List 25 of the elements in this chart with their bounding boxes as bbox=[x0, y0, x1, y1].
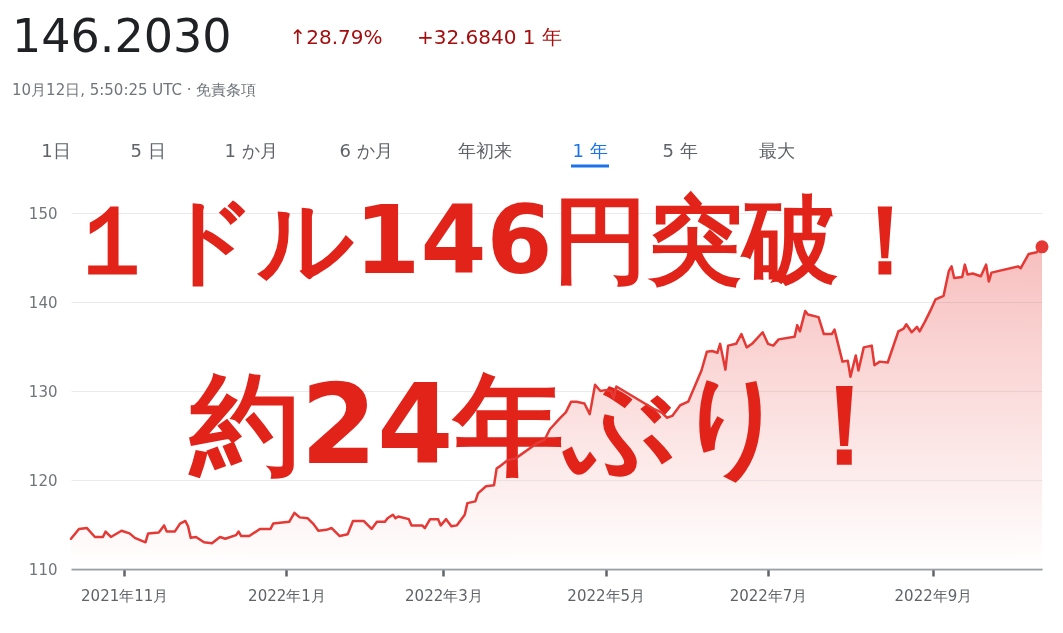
x-tick-label: 2021年11月 bbox=[81, 586, 169, 605]
text: 5 日 bbox=[130, 140, 166, 161]
text: 6 か月 bbox=[339, 140, 393, 161]
x-tick-label: 2022年3月 bbox=[405, 586, 483, 605]
text: 1 か月 bbox=[224, 140, 278, 161]
text: 最大 bbox=[759, 140, 795, 161]
text: ↑28.79% bbox=[289, 25, 383, 49]
annotation: 約24年ぶり！ bbox=[188, 361, 900, 489]
chart-title: 146.2030 bbox=[12, 9, 232, 63]
x-tick-label: 2022年9月 bbox=[894, 586, 973, 605]
text: +32.6840 1 年 bbox=[417, 25, 562, 49]
text: 1日 bbox=[41, 140, 71, 161]
y-tick-label: 110 bbox=[28, 560, 58, 579]
x-tick-label: 2022年1月 bbox=[248, 586, 326, 605]
y-tick-label: 140 bbox=[28, 293, 58, 312]
x-tick-label: 2022年7月 bbox=[729, 586, 808, 605]
y-tick-label: 150 bbox=[28, 204, 58, 223]
text: 1 年 bbox=[572, 140, 608, 161]
text: 5 年 bbox=[662, 140, 698, 161]
x-tick-label: 2022年5月 bbox=[567, 586, 646, 605]
y-tick-label: 130 bbox=[28, 382, 58, 401]
annotation: １ドル146円突破！ bbox=[65, 185, 933, 295]
text: 年初来 bbox=[458, 140, 512, 161]
chart-subtitle: 10月12日, 5:50:25 UTC · 免責条項 bbox=[12, 81, 257, 99]
y-tick-label: 120 bbox=[28, 471, 58, 490]
